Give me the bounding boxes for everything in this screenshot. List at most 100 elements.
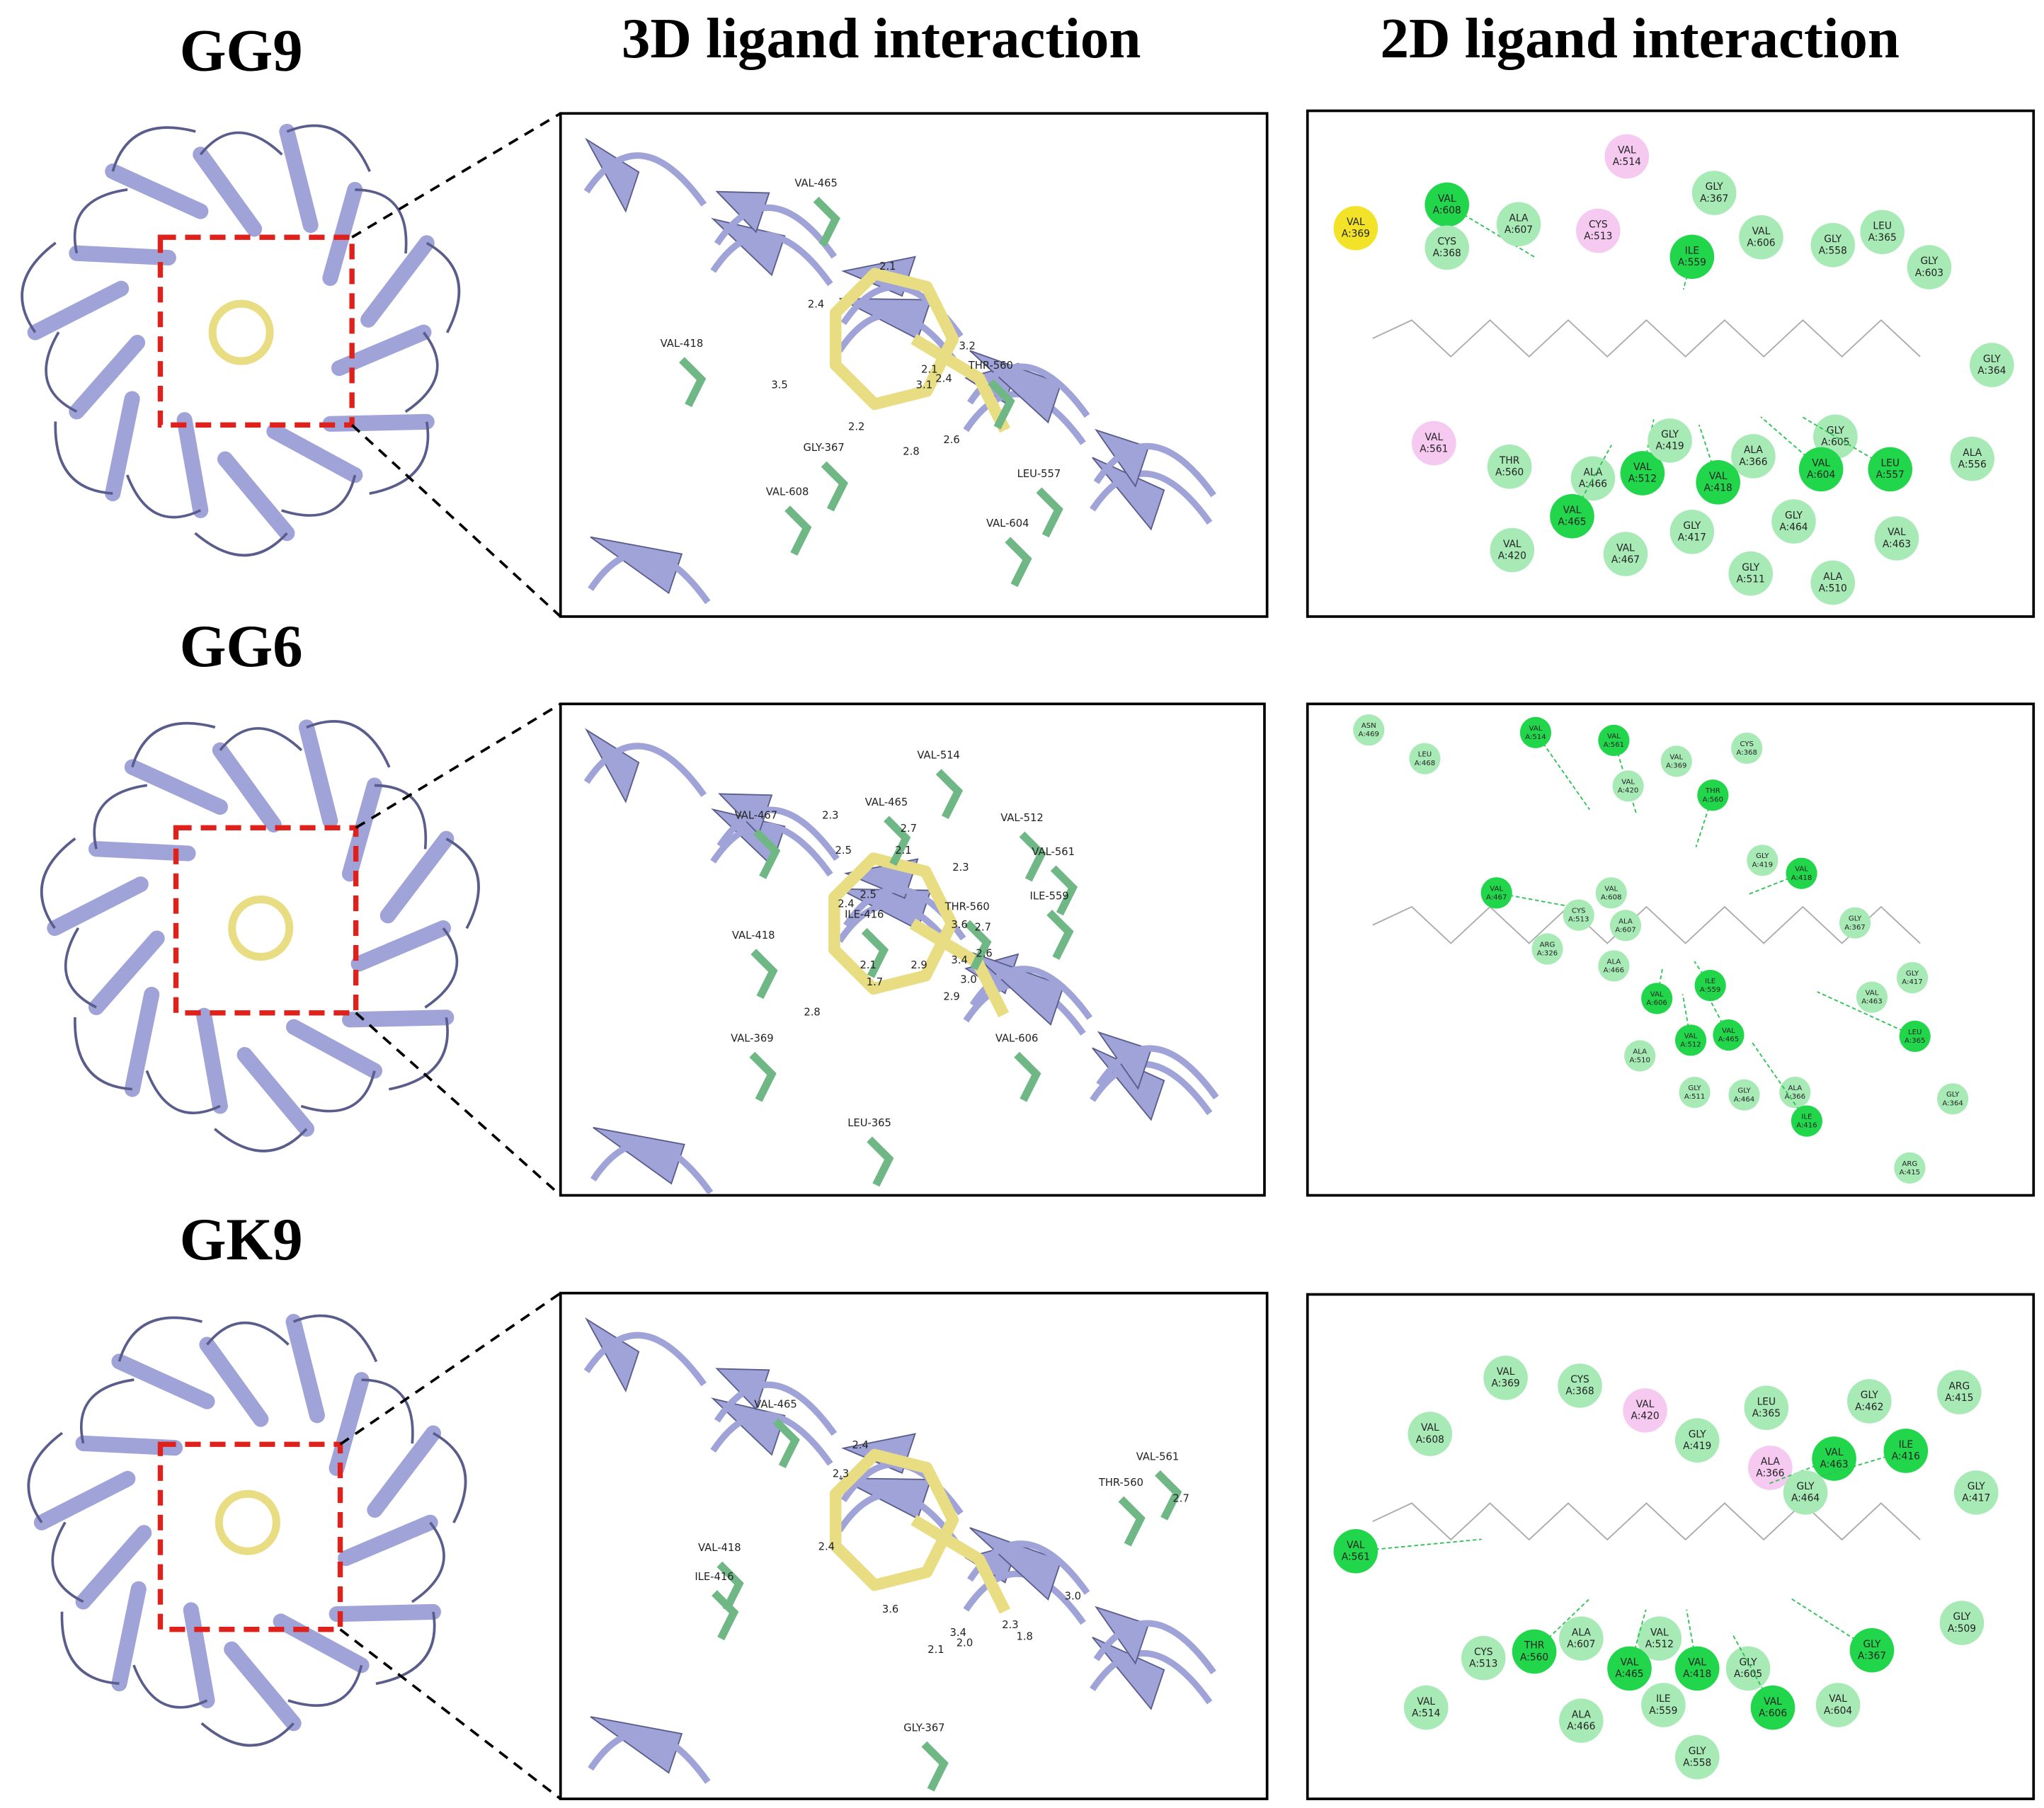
residue-node <box>1570 456 1616 501</box>
residue-stick <box>988 379 1015 430</box>
residue-position: A:607 <box>1615 926 1635 934</box>
residue-name: LEU <box>1880 458 1900 469</box>
residue-node <box>1815 1683 1861 1727</box>
residue-position: A:560 <box>1703 796 1723 803</box>
row-label: GK9 <box>180 1207 303 1273</box>
residue-position: A:605 <box>1734 1669 1762 1680</box>
residue-position: A:558 <box>1683 1757 1711 1768</box>
beta-strand <box>111 1581 147 1692</box>
residue-name: GLY <box>1737 1087 1751 1095</box>
residue-node <box>1874 516 1919 561</box>
loop <box>145 1070 221 1114</box>
residue-label-3d: VAL-465 <box>754 1399 797 1411</box>
residue-stick <box>772 1418 800 1469</box>
residue-position: A:364 <box>1977 365 2006 377</box>
distance-label: 2.7 <box>975 922 991 934</box>
residue-label-3d: VAL-369 <box>731 1032 774 1044</box>
residue-position: A:608 <box>1416 1434 1444 1446</box>
residue-node <box>1810 222 1856 268</box>
residue-position: A:514 <box>1525 733 1546 741</box>
ligand-2d <box>1372 1502 1921 1541</box>
residue-node <box>1846 1379 1892 1424</box>
residue-label-3d: VAL-465 <box>865 796 908 808</box>
residue-node <box>1674 1024 1707 1056</box>
residue-position: A:558 <box>1819 245 1847 256</box>
residue-name: VAL <box>1888 527 1906 538</box>
distance-label: 2.3 <box>1002 1619 1018 1631</box>
distance-label: 2.4 <box>852 1439 868 1451</box>
loop <box>51 1521 84 1603</box>
loop <box>300 1070 376 1113</box>
residue-node <box>1725 1646 1771 1691</box>
beta-strand <box>224 1641 302 1732</box>
residue-node <box>1779 1076 1811 1109</box>
ribbon <box>715 190 770 234</box>
loop <box>710 231 833 287</box>
loop <box>433 1431 467 1523</box>
beta-strand <box>124 986 160 1097</box>
residue-name: VAL <box>1812 458 1830 469</box>
residue-label-3d: VAL-606 <box>995 1032 1039 1044</box>
beta-strand <box>193 147 263 237</box>
residue-position: A:469 <box>1359 731 1379 738</box>
residue-position: A:605 <box>1821 437 1849 448</box>
residue-stick <box>679 357 707 408</box>
distance-label: 2.4 <box>935 373 952 385</box>
residue-label-3d: GLY-367 <box>903 1722 944 1734</box>
residue-name: VAL <box>1764 1696 1782 1707</box>
ligand-overview <box>215 1489 280 1555</box>
residue-name: GLY <box>1661 429 1679 440</box>
residue-node <box>1894 1152 1926 1184</box>
loop <box>710 1412 833 1466</box>
loop <box>199 131 283 156</box>
loop <box>583 152 707 207</box>
residue-position: A:604 <box>1824 1705 1852 1717</box>
residue-position: A:466 <box>1604 967 1624 975</box>
hbond <box>1535 732 1590 811</box>
residue-node <box>1496 202 1541 247</box>
beta-strand <box>360 235 435 328</box>
beta-strand <box>350 920 452 972</box>
residue-node <box>1674 1646 1720 1691</box>
distance-label: 3.2 <box>959 340 975 352</box>
distance-label: 2.5 <box>835 845 852 857</box>
header-3d: 3D ligand interaction <box>622 6 1141 70</box>
residue-position: A:419 <box>1655 441 1684 452</box>
residue-position: A:420 <box>1618 786 1638 794</box>
residue-position: A:556 <box>1958 459 1987 470</box>
loop <box>306 720 391 768</box>
loop <box>45 331 78 413</box>
residue-name: ALA <box>1572 1627 1591 1638</box>
residue-position: A:416 <box>1892 1451 1920 1463</box>
residue-position: A:368 <box>1736 749 1757 757</box>
residue-position: A:513 <box>1568 916 1589 924</box>
residue-position: A:511 <box>1737 573 1765 585</box>
residue-node <box>1747 845 1778 876</box>
residue-label-3d: VAL-418 <box>661 338 704 350</box>
residue-name: VAL <box>1490 885 1503 893</box>
residue-position: A:367 <box>1858 1650 1886 1661</box>
distance-label: 2.8 <box>903 446 919 458</box>
zoom-line <box>339 1628 561 1800</box>
residue-node <box>1937 1083 1969 1115</box>
distance-label: 2.7 <box>1172 1492 1189 1504</box>
loop <box>716 806 840 862</box>
loop <box>194 532 288 557</box>
residue-node <box>1679 1076 1711 1109</box>
loop <box>424 927 459 1009</box>
ribbon <box>590 536 683 595</box>
residue-stick <box>1019 831 1046 882</box>
loop <box>286 124 371 173</box>
loop <box>583 1332 707 1387</box>
residue-node <box>1669 509 1715 554</box>
beta-strand <box>342 1009 455 1028</box>
distance-label: 3.6 <box>951 919 967 931</box>
ligand-overview <box>208 299 274 365</box>
residue-node <box>1333 205 1378 251</box>
residue-node <box>1812 1436 1856 1481</box>
residue-node <box>1550 493 1594 539</box>
residue-node <box>1424 225 1470 270</box>
residue-name: VAL <box>1829 1693 1847 1705</box>
residue-name: GLY <box>1920 256 1939 267</box>
residue-node <box>1748 1446 1793 1490</box>
